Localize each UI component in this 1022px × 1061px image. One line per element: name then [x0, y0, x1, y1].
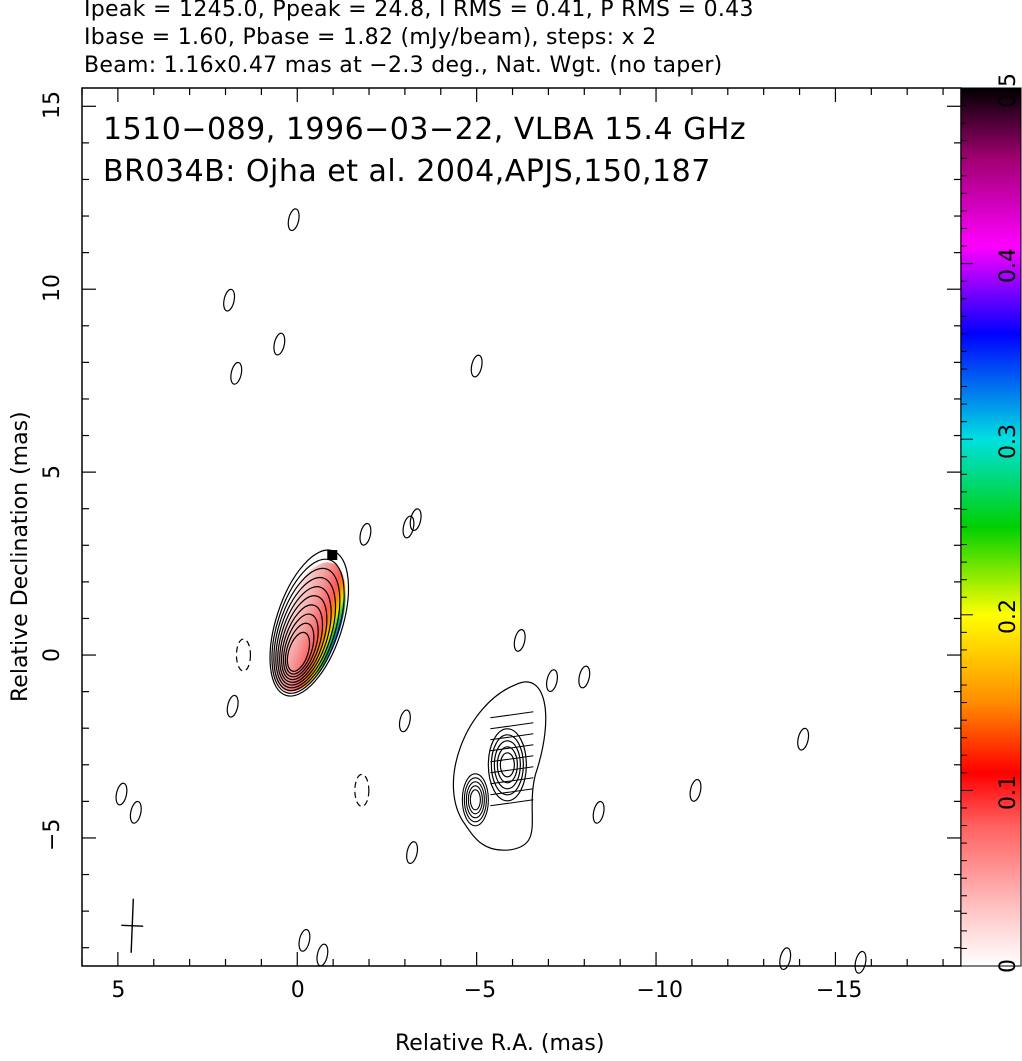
jet-contour [487, 728, 527, 802]
core-contour [269, 549, 350, 697]
jet-contour [467, 785, 483, 815]
colorbar [960, 87, 1022, 967]
polarization-vector [490, 744, 534, 752]
y-tick-label: 5 [40, 464, 65, 479]
core-contour [277, 586, 332, 686]
polarization-vector [490, 766, 534, 774]
noise-contour [398, 709, 411, 733]
jet-contour [493, 740, 521, 790]
core-contour [284, 622, 315, 675]
noise-contour [230, 361, 243, 385]
polarization-vector [490, 755, 534, 763]
jet-contour [461, 773, 489, 827]
polarization-vector [490, 722, 534, 730]
jet-contour [499, 752, 515, 778]
y-tick-label: 10 [40, 274, 65, 303]
noise-contour [779, 947, 792, 971]
noise-contour [226, 694, 239, 718]
noise-contour [513, 628, 526, 652]
noise-contour [359, 522, 372, 546]
noise-contour [115, 782, 128, 806]
x-tick-label: 5 [111, 978, 126, 1003]
noise-contour [402, 515, 415, 539]
polarization-vector [490, 788, 534, 796]
core-contour [281, 604, 324, 681]
noise-contour [797, 727, 810, 751]
y-tick-label: 0 [40, 647, 65, 662]
header-line-1: Ipeak = 1245.0, Ppeak = 24.8, I RMS = 0.… [84, 0, 754, 22]
annotation-line-1: 1510−089, 1996−03−22, VLBA 15.4 GHz [103, 112, 747, 147]
polarization-vector [490, 777, 534, 785]
annotation-line-2: BR034B: Ojha et al. 2004,APJS,150,187 [103, 154, 711, 189]
header-line-2: Ibase = 1.60, Pbase = 1.82 (mJy/beam), s… [84, 25, 657, 50]
colorbar-ticks [961, 87, 973, 967]
x-axis-label: Relative R.A. (mas) [395, 1031, 605, 1056]
noise-contour [592, 800, 605, 824]
noise-contour [409, 508, 422, 532]
colorbar-tick-label: 0.4 [996, 248, 1021, 284]
colorbar-tick-label: 0.3 [996, 423, 1021, 459]
map-contours [115, 208, 867, 974]
noise-contour [406, 841, 419, 865]
core-contour [273, 567, 341, 692]
core-contour [275, 576, 337, 689]
core-contour [282, 613, 319, 678]
beam-marker [121, 898, 144, 953]
jet-contour [463, 777, 487, 823]
colorbar-tick-label: 0.1 [996, 774, 1021, 810]
negative-contour [235, 638, 252, 672]
noise-contour [854, 950, 867, 974]
x-tick-label: −5 [463, 978, 497, 1003]
negative-contour [354, 773, 370, 808]
noise-contour [129, 800, 142, 824]
noise-contour [287, 208, 300, 232]
noise-contour [545, 669, 558, 693]
noise-contour [689, 778, 702, 802]
noise-contour [470, 354, 483, 378]
polarization-vector [490, 733, 534, 741]
polarization-vector [490, 799, 534, 807]
header-line-3: Beam: 1.16x0.47 mas at −2.3 deg., Nat. W… [84, 53, 723, 78]
noise-contour [223, 288, 236, 312]
colorbar-tick-label: 0 [996, 958, 1021, 973]
y-tick-label: 15 [40, 91, 65, 120]
jet-outer-contour [452, 681, 547, 851]
jet-contour [465, 781, 485, 819]
colorbar-tick-label: 0.2 [996, 599, 1021, 635]
noise-contour [273, 332, 286, 356]
x-tick-label: −15 [815, 978, 863, 1003]
beam-minor-axis [121, 924, 144, 927]
core-contour [286, 631, 311, 672]
jet-contour [496, 746, 518, 784]
jet-contour [490, 734, 524, 796]
polarization-peak-pixel [327, 550, 338, 561]
jet-contour [469, 789, 481, 811]
noise-contour [578, 665, 591, 689]
polarization-vector [490, 711, 534, 719]
noise-contour [316, 943, 329, 967]
plot-frame [81, 87, 962, 967]
core-contour [271, 558, 345, 694]
y-axis-label: Relative Declination (mas) [8, 411, 33, 702]
x-tick-label: 0 [290, 978, 305, 1003]
core-contour [279, 595, 328, 683]
axis-ticks [81, 88, 961, 966]
noise-contour [298, 928, 311, 952]
y-tick-label: −5 [40, 818, 65, 851]
colorbar-tick-label: 0.5 [996, 72, 1021, 108]
x-tick-label: −10 [636, 978, 683, 1003]
